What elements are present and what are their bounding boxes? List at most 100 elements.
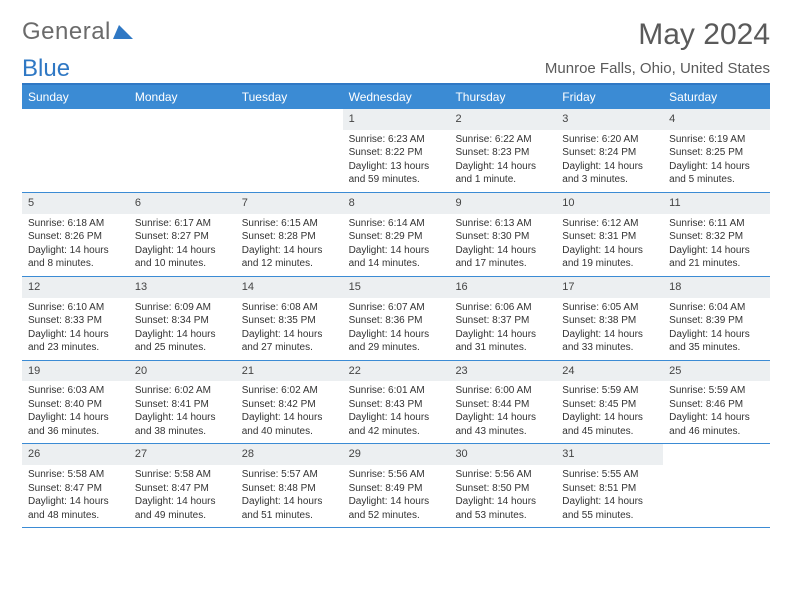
day-content: Sunrise: 6:08 AMSunset: 8:35 PMDaylight:…: [236, 298, 343, 360]
day-content: Sunrise: 6:07 AMSunset: 8:36 PMDaylight:…: [343, 298, 450, 360]
day-number: 3: [556, 109, 663, 130]
day-number: 21: [236, 361, 343, 382]
day-number: 16: [449, 277, 556, 298]
day-cell: 6Sunrise: 6:17 AMSunset: 8:27 PMDaylight…: [129, 193, 236, 276]
day-number: 23: [449, 361, 556, 382]
sunrise-text: Sunrise: 6:02 AM: [242, 384, 337, 398]
sunrise-text: Sunrise: 6:00 AM: [455, 384, 550, 398]
sunrise-text: Sunrise: 6:12 AM: [562, 217, 657, 231]
daylight-text: Daylight: 14 hours and 19 minutes.: [562, 244, 657, 271]
day-content: Sunrise: 5:58 AMSunset: 8:47 PMDaylight:…: [22, 465, 129, 527]
day-number: 9: [449, 193, 556, 214]
empty-cell: [22, 109, 129, 192]
daylight-text: Daylight: 14 hours and 36 minutes.: [28, 411, 123, 438]
sunset-text: Sunset: 8:33 PM: [28, 314, 123, 328]
day-content: Sunrise: 6:19 AMSunset: 8:25 PMDaylight:…: [663, 130, 770, 192]
day-content: Sunrise: 6:18 AMSunset: 8:26 PMDaylight:…: [22, 214, 129, 276]
sunset-text: Sunset: 8:38 PM: [562, 314, 657, 328]
sunrise-text: Sunrise: 6:09 AM: [135, 301, 230, 315]
day-content: Sunrise: 6:09 AMSunset: 8:34 PMDaylight:…: [129, 298, 236, 360]
day-cell: 3Sunrise: 6:20 AMSunset: 8:24 PMDaylight…: [556, 109, 663, 192]
day-number: 8: [343, 193, 450, 214]
daylight-text: Daylight: 14 hours and 52 minutes.: [349, 495, 444, 522]
week-row: 5Sunrise: 6:18 AMSunset: 8:26 PMDaylight…: [22, 193, 770, 277]
day-number: 6: [129, 193, 236, 214]
day-cell: 9Sunrise: 6:13 AMSunset: 8:30 PMDaylight…: [449, 193, 556, 276]
sunset-text: Sunset: 8:43 PM: [349, 398, 444, 412]
daylight-text: Daylight: 14 hours and 38 minutes.: [135, 411, 230, 438]
day-cell: 2Sunrise: 6:22 AMSunset: 8:23 PMDaylight…: [449, 109, 556, 192]
day-content: Sunrise: 6:04 AMSunset: 8:39 PMDaylight:…: [663, 298, 770, 360]
daylight-text: Daylight: 14 hours and 21 minutes.: [669, 244, 764, 271]
day-header-tuesday: Tuesday: [236, 85, 343, 109]
day-cell: 17Sunrise: 6:05 AMSunset: 8:38 PMDayligh…: [556, 277, 663, 360]
day-number: 11: [663, 193, 770, 214]
day-content: Sunrise: 6:23 AMSunset: 8:22 PMDaylight:…: [343, 130, 450, 192]
sunset-text: Sunset: 8:22 PM: [349, 146, 444, 160]
day-number: 29: [343, 444, 450, 465]
day-cell: 22Sunrise: 6:01 AMSunset: 8:43 PMDayligh…: [343, 361, 450, 444]
sunrise-text: Sunrise: 6:07 AM: [349, 301, 444, 315]
sunset-text: Sunset: 8:44 PM: [455, 398, 550, 412]
day-number: 26: [22, 444, 129, 465]
day-content: Sunrise: 6:14 AMSunset: 8:29 PMDaylight:…: [343, 214, 450, 276]
sunset-text: Sunset: 8:41 PM: [135, 398, 230, 412]
day-content: Sunrise: 6:17 AMSunset: 8:27 PMDaylight:…: [129, 214, 236, 276]
day-content: Sunrise: 5:56 AMSunset: 8:49 PMDaylight:…: [343, 465, 450, 527]
sunset-text: Sunset: 8:27 PM: [135, 230, 230, 244]
day-cell: 27Sunrise: 5:58 AMSunset: 8:47 PMDayligh…: [129, 444, 236, 527]
day-content: Sunrise: 6:13 AMSunset: 8:30 PMDaylight:…: [449, 214, 556, 276]
day-cell: 10Sunrise: 6:12 AMSunset: 8:31 PMDayligh…: [556, 193, 663, 276]
day-cell: 25Sunrise: 5:59 AMSunset: 8:46 PMDayligh…: [663, 361, 770, 444]
day-cell: 28Sunrise: 5:57 AMSunset: 8:48 PMDayligh…: [236, 444, 343, 527]
daylight-text: Daylight: 14 hours and 45 minutes.: [562, 411, 657, 438]
daylight-text: Daylight: 14 hours and 14 minutes.: [349, 244, 444, 271]
daylight-text: Daylight: 14 hours and 25 minutes.: [135, 328, 230, 355]
daylight-text: Daylight: 14 hours and 53 minutes.: [455, 495, 550, 522]
daylight-text: Daylight: 14 hours and 27 minutes.: [242, 328, 337, 355]
day-number: 30: [449, 444, 556, 465]
day-number: 14: [236, 277, 343, 298]
sunset-text: Sunset: 8:23 PM: [455, 146, 550, 160]
day-number: 13: [129, 277, 236, 298]
logo-flag-icon: [113, 25, 133, 39]
sunrise-text: Sunrise: 6:15 AM: [242, 217, 337, 231]
sunrise-text: Sunrise: 6:06 AM: [455, 301, 550, 315]
daylight-text: Daylight: 14 hours and 48 minutes.: [28, 495, 123, 522]
daylight-text: Daylight: 14 hours and 40 minutes.: [242, 411, 337, 438]
daylight-text: Daylight: 14 hours and 31 minutes.: [455, 328, 550, 355]
logo-line2: Blue: [22, 55, 70, 83]
day-content: Sunrise: 5:57 AMSunset: 8:48 PMDaylight:…: [236, 465, 343, 527]
sunset-text: Sunset: 8:37 PM: [455, 314, 550, 328]
week-row: 19Sunrise: 6:03 AMSunset: 8:40 PMDayligh…: [22, 361, 770, 445]
day-cell: 23Sunrise: 6:00 AMSunset: 8:44 PMDayligh…: [449, 361, 556, 444]
day-content: Sunrise: 6:15 AMSunset: 8:28 PMDaylight:…: [236, 214, 343, 276]
day-cell: 11Sunrise: 6:11 AMSunset: 8:32 PMDayligh…: [663, 193, 770, 276]
sunset-text: Sunset: 8:51 PM: [562, 482, 657, 496]
day-number: 4: [663, 109, 770, 130]
week-row: 1Sunrise: 6:23 AMSunset: 8:22 PMDaylight…: [22, 109, 770, 193]
day-number: 2: [449, 109, 556, 130]
daylight-text: Daylight: 14 hours and 5 minutes.: [669, 160, 764, 187]
daylight-text: Daylight: 14 hours and 29 minutes.: [349, 328, 444, 355]
sunrise-text: Sunrise: 6:20 AM: [562, 133, 657, 147]
day-cell: 24Sunrise: 5:59 AMSunset: 8:45 PMDayligh…: [556, 361, 663, 444]
daylight-text: Daylight: 14 hours and 42 minutes.: [349, 411, 444, 438]
empty-cell: [236, 109, 343, 192]
day-number: 15: [343, 277, 450, 298]
day-number: 22: [343, 361, 450, 382]
sunrise-text: Sunrise: 5:55 AM: [562, 468, 657, 482]
day-cell: 18Sunrise: 6:04 AMSunset: 8:39 PMDayligh…: [663, 277, 770, 360]
sunrise-text: Sunrise: 6:11 AM: [669, 217, 764, 231]
day-cell: 8Sunrise: 6:14 AMSunset: 8:29 PMDaylight…: [343, 193, 450, 276]
day-content: Sunrise: 6:10 AMSunset: 8:33 PMDaylight:…: [22, 298, 129, 360]
daylight-text: Daylight: 14 hours and 23 minutes.: [28, 328, 123, 355]
sunrise-text: Sunrise: 6:05 AM: [562, 301, 657, 315]
day-header-friday: Friday: [556, 85, 663, 109]
day-header-sunday: Sunday: [22, 85, 129, 109]
sunrise-text: Sunrise: 6:18 AM: [28, 217, 123, 231]
sunset-text: Sunset: 8:46 PM: [669, 398, 764, 412]
sunrise-text: Sunrise: 6:10 AM: [28, 301, 123, 315]
sunrise-text: Sunrise: 6:04 AM: [669, 301, 764, 315]
day-number: 24: [556, 361, 663, 382]
